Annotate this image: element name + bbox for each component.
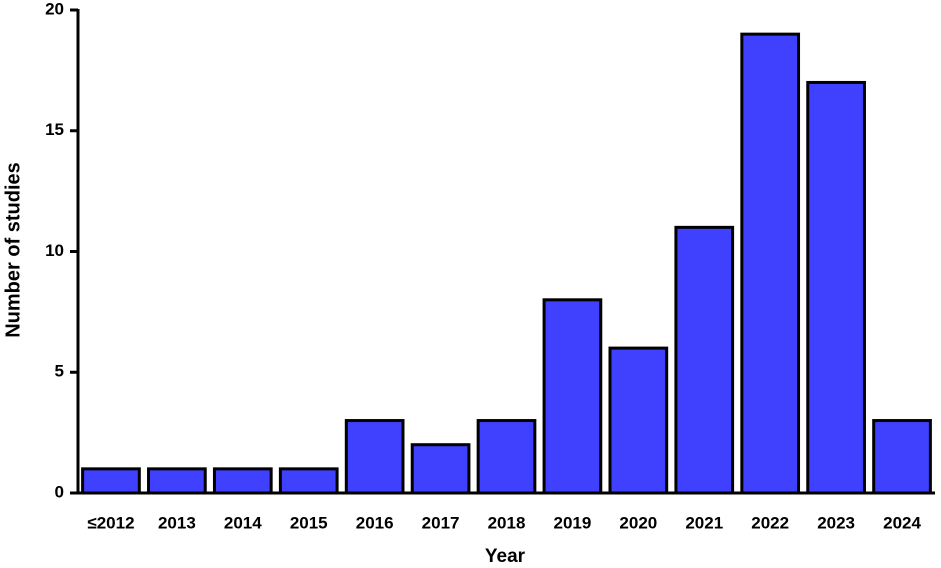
y-tick-label: 20 <box>45 0 64 18</box>
x-tick-label: 2018 <box>488 513 526 532</box>
bar <box>476 419 537 495</box>
x-tick-label: 2017 <box>422 513 460 532</box>
x-tick-label: ≤2012 <box>87 513 134 532</box>
x-tick-label: 2022 <box>751 513 789 532</box>
bar <box>278 467 339 495</box>
x-tick-label: 2013 <box>158 513 196 532</box>
x-tick-label: 2019 <box>554 513 592 532</box>
y-tick-label: 15 <box>45 120 64 139</box>
bar <box>674 225 735 495</box>
x-axis-title: Year <box>485 546 526 567</box>
x-tick-label: 2016 <box>356 513 394 532</box>
y-tick-label: 0 <box>55 482 64 501</box>
x-tick-label: 2024 <box>883 513 921 532</box>
y-tick-label: 10 <box>45 241 64 260</box>
x-tick-label: 2023 <box>817 513 855 532</box>
bar <box>740 32 801 495</box>
x-tick-label: 2021 <box>685 513 723 532</box>
bar <box>344 419 405 495</box>
y-axis-title: Number of studies <box>2 162 24 338</box>
bar <box>410 443 471 495</box>
bar <box>872 419 932 495</box>
bar <box>81 467 141 495</box>
x-tick-label: 2014 <box>224 513 262 532</box>
x-tick-label: 2015 <box>290 513 328 532</box>
bar <box>147 467 207 495</box>
bar <box>212 467 273 495</box>
bar <box>806 80 866 495</box>
bar <box>608 346 669 495</box>
bar <box>542 298 603 495</box>
x-tick-label: 2020 <box>619 513 657 532</box>
y-tick-label: 5 <box>55 362 64 381</box>
